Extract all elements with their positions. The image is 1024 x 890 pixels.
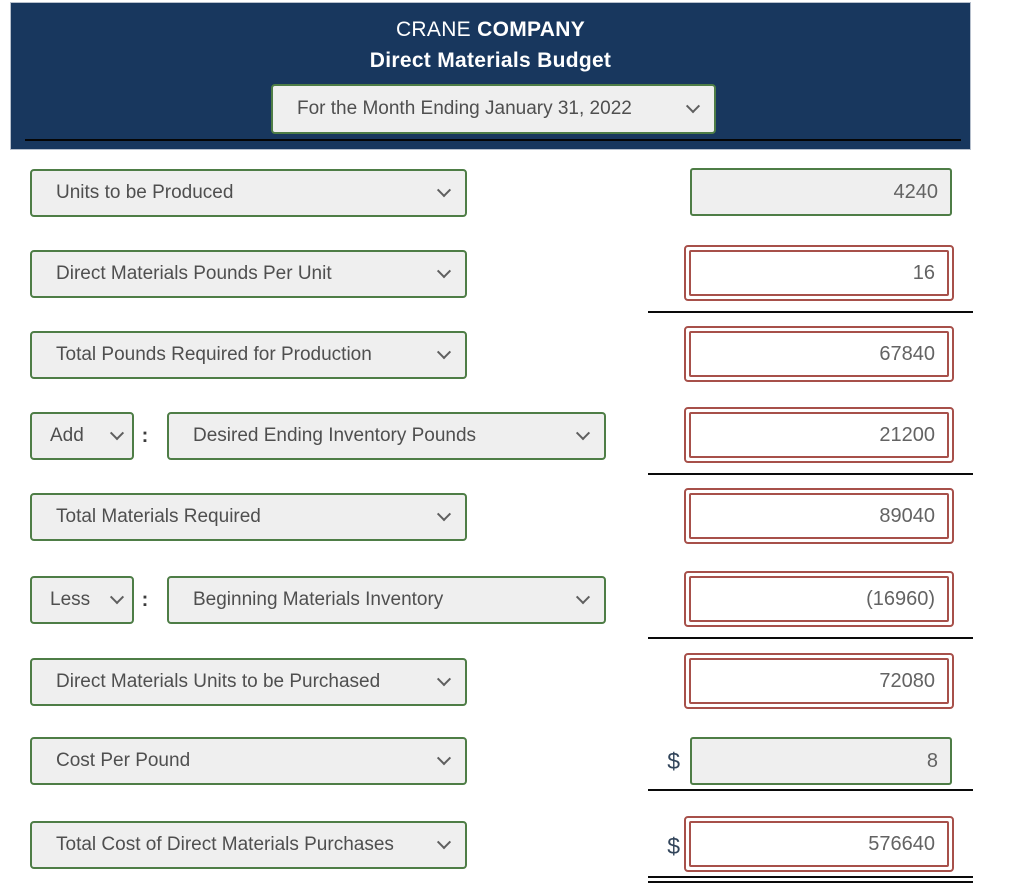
row5-value-input[interactable] [689,493,949,539]
row1-label-select[interactable]: Units to be Produced [30,169,467,217]
subtotal-rule [648,637,973,639]
row3-label: Total Pounds Required for Production [56,344,372,365]
chevron-down-icon [109,590,125,605]
row3-value-input[interactable] [689,331,949,377]
chevron-down-icon [436,751,452,766]
row9-label-select[interactable]: Total Cost of Direct Materials Purchases [30,821,467,869]
row6-qualifier: Less [50,589,91,610]
company-name-regular: CRANE [395,18,471,41]
row2-value-input[interactable] [689,250,949,296]
row6-label: Beginning Materials Inventory [193,589,444,610]
company-name-bold: COMPANY [477,18,586,41]
row4-error-outline [684,407,954,463]
report-title: Direct Materials Budget [369,49,612,72]
row7-label: Direct Materials Units to be Purchased [56,671,381,692]
row8-label: Cost Per Pound [56,750,191,771]
row9-value-input[interactable] [689,821,949,867]
row2-error-outline [684,245,954,301]
subtotal-rule [648,311,973,313]
row5-label: Total Materials Required [56,506,261,527]
total-double-rule-top [648,876,973,878]
chevron-down-icon [575,590,591,605]
row4-colon: : [141,424,149,447]
row8-label-select[interactable]: Cost Per Pound [30,737,467,785]
subtotal-rule [648,789,973,791]
subtotal-rule [648,473,973,475]
chevron-down-icon [436,835,452,850]
row4-label-select[interactable]: Desired Ending Inventory Pounds [167,412,606,460]
row7-label-select[interactable]: Direct Materials Units to be Purchased [30,658,467,706]
row5-label-select[interactable]: Total Materials Required [30,493,467,541]
budget-header-panel: CRANE COMPANY Direct Materials Budget Fo… [10,2,971,150]
header-divider [25,139,961,141]
period-select[interactable]: For the Month Ending January 31, 2022 [271,84,716,134]
row7-value-input[interactable] [689,658,949,704]
row4-qualifier: Add [50,425,84,446]
row6-label-select[interactable]: Beginning Materials Inventory [167,576,606,624]
row4-label: Desired Ending Inventory Pounds [193,425,477,446]
row7-error-outline [684,653,954,709]
row8-currency-symbol: $ [667,747,680,774]
row3-label-select[interactable]: Total Pounds Required for Production [30,331,467,379]
chevron-down-icon [436,507,452,522]
row6-qualifier-select[interactable]: Less [30,576,134,624]
row8-value-field [690,737,952,785]
chevron-down-icon [575,426,591,441]
row6-colon: : [141,588,149,611]
row6-error-outline [684,571,954,627]
total-double-rule-bottom [648,881,973,883]
row4-qualifier-select[interactable]: Add [30,412,134,460]
chevron-down-icon [685,99,701,114]
row6-value-input[interactable] [689,576,949,622]
chevron-down-icon [436,264,452,279]
chevron-down-icon [109,426,125,441]
company-name: CRANE COMPANY [11,18,970,42]
row4-value-input[interactable] [689,412,949,458]
row5-error-outline [684,488,954,544]
chevron-down-icon [436,183,452,198]
row9-currency-symbol: $ [667,832,680,859]
row2-label: Direct Materials Pounds Per Unit [56,263,332,284]
period-select-value: For the Month Ending January 31, 2022 [297,98,632,119]
row9-error-outline [684,816,954,872]
row9-label: Total Cost of Direct Materials Purchases [56,834,394,855]
row1-value-field [690,168,952,216]
chevron-down-icon [436,345,452,360]
chevron-down-icon [436,672,452,687]
row1-label: Units to be Produced [56,182,234,203]
row3-error-outline [684,326,954,382]
row2-label-select[interactable]: Direct Materials Pounds Per Unit [30,250,467,298]
